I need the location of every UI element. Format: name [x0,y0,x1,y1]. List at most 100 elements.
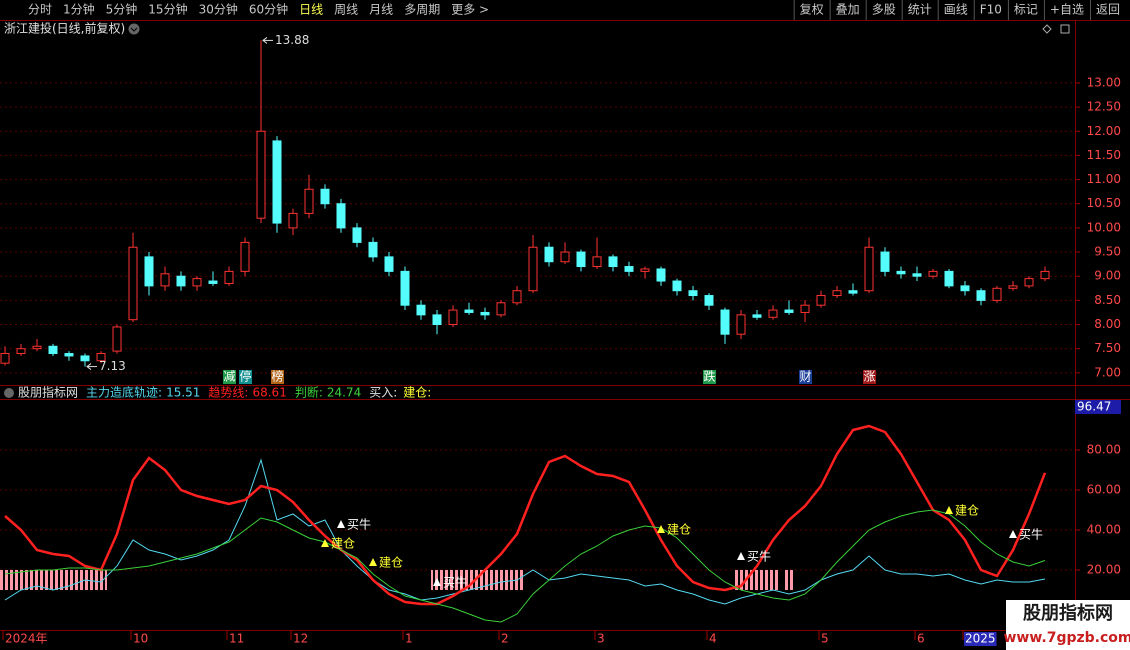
signal-label: 买牛 [747,549,771,564]
period-tab[interactable]: 分时 [28,3,52,17]
y-tick-label: 80.00 [1087,443,1121,457]
candle-body [768,309,778,318]
diamond-icon[interactable] [1042,24,1052,34]
y-tick-label: 9.00 [1094,269,1121,283]
tool-button[interactable]: 返回 [1096,3,1120,17]
candle-body [560,251,570,263]
extreme-label: 7.13 [99,359,126,373]
candle-body [48,345,58,355]
legend-name: 判断: [295,385,323,400]
x-tick-label: 1 [405,632,413,646]
buy-zone [783,570,795,590]
candle-body [880,251,890,272]
candle-body [448,309,458,326]
y-tick-label: 11.50 [1087,148,1121,162]
legend-value: 15.51 [166,386,200,400]
tool-button[interactable]: +自选 [1050,3,1084,17]
watermark: 股朋指标网 www.7gpzb.com [1003,600,1130,650]
signal-marker [433,578,441,586]
period-tab[interactable]: 月线 [369,3,393,17]
period-tab[interactable]: 1分钟 [63,2,95,17]
x-tick-label: 2 [501,632,509,646]
signal-label: 买牛 [347,517,371,532]
event-tag-label: 财 [799,370,811,384]
period-tab[interactable]: 30分钟 [199,2,238,17]
tool-button[interactable]: 画线 [944,3,968,17]
candle-body [320,188,330,205]
watermark-box [1006,600,1130,650]
tool-button[interactable]: 标记 [1014,3,1038,17]
candle-body [64,353,74,357]
series-line [4,509,1046,623]
tool-button[interactable]: 多股 [872,3,896,17]
candle-body [960,285,970,292]
y-tick-label: 9.50 [1094,245,1121,259]
indicator-title: 股朋指标网 [18,385,78,400]
candle-body [640,268,650,272]
period-tab[interactable]: 更多 > [451,3,489,17]
period-tab[interactable]: 多周期 [404,3,440,17]
dropdown-icon[interactable] [128,23,140,35]
candle-body [224,270,234,284]
x-tick-label: 3 [597,632,605,646]
y-tick-label: 8.00 [1094,317,1121,331]
extreme-arrowhead [86,363,92,370]
period-tab[interactable]: 60分钟 [249,2,288,17]
signal-marker [945,506,953,514]
candle-body [976,290,986,301]
candle-body [544,246,554,263]
tool-button[interactable]: 统计 [908,3,932,17]
event-tag-label: 减 [223,370,235,384]
tool-button[interactable]: 叠加 [836,3,860,17]
x-tick-label: 4 [709,632,717,646]
candle-body [144,256,154,287]
event-tag [239,370,252,384]
legend-signal: 建仓: [403,386,431,400]
candle-body [176,275,186,287]
y-tick-label: 40.00 [1087,523,1121,537]
buy-zone [735,570,779,590]
series-line [4,424,1047,606]
watermark-url: www.7gpzb.com [1003,630,1130,646]
candle-body [192,278,202,287]
candle-body [496,302,506,316]
legend-value: 24.74 [327,386,361,400]
event-tag-label: 涨 [863,369,875,384]
tool-button[interactable]: 复权 [800,3,824,17]
candle-body [80,355,90,362]
legend-name: 趋势线: [208,386,248,400]
candle-body [720,309,730,335]
candle-body [336,203,346,229]
indicator-icon[interactable] [4,388,14,398]
tool-button[interactable]: F10 [980,3,1002,17]
candle-body [864,246,874,292]
signal-marker [657,525,665,533]
candle-body [432,314,442,326]
period-tab[interactable]: 周线 [334,3,358,17]
buy-zone [0,570,107,590]
candle-body [672,280,682,292]
event-tag [703,370,716,384]
candle-body [624,266,634,272]
period-tab[interactable]: 5分钟 [106,2,138,17]
candle-body [992,287,1002,301]
period-tab[interactable]: 日线 [299,3,323,17]
candle-body [32,345,42,350]
period-tab[interactable]: 15分钟 [148,2,187,17]
x-tick-label: 12 [293,632,308,646]
candle-body [480,311,490,316]
candle-body [656,268,666,282]
x-tick-label: 11 [229,632,244,646]
event-tag-label: 榜 [271,369,283,384]
current-marker-box [1075,400,1121,414]
candle-body [832,290,842,297]
y-tick-label: 11.00 [1087,172,1121,186]
extreme-arrowhead [262,37,268,44]
x-tick-label: 2024年 [5,632,48,646]
layout-icon[interactable] [1060,24,1070,34]
signal-label: 建仓 [667,523,691,537]
candle-body [96,353,106,362]
legend-value: 68.61 [252,386,286,400]
